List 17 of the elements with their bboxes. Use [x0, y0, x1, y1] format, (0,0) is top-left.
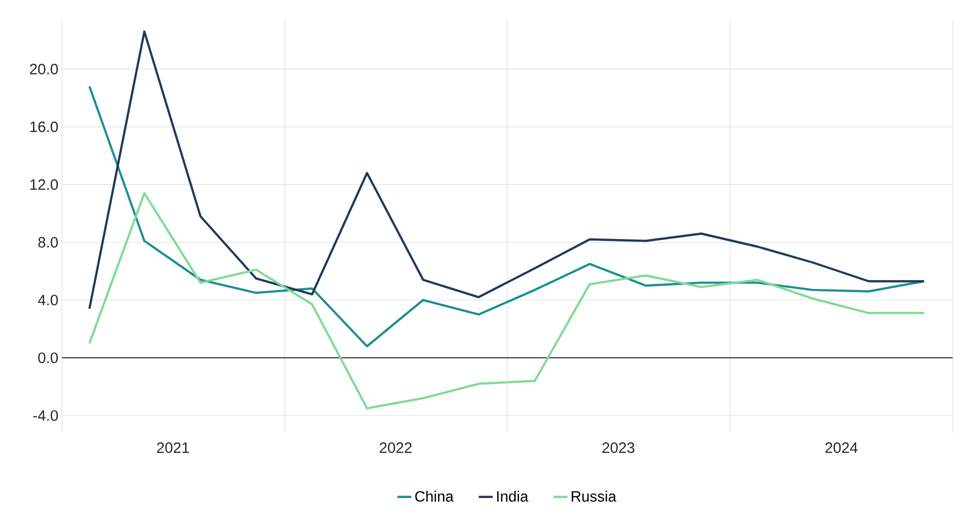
y-tick-label: 4.0 — [38, 294, 58, 306]
y-tick-label: 0.0 — [38, 352, 58, 364]
y-tick-label: 12.0 — [30, 179, 58, 190]
x-tick-label: 2023 — [602, 442, 634, 454]
legend-label: China — [415, 490, 454, 502]
y-tick-label: 16.0 — [30, 122, 58, 132]
y-tick-label: -4.0 — [33, 410, 58, 421]
y-tick-label: 8.0 — [38, 237, 58, 248]
line-series — [88, 85, 926, 348]
x-tick-label: 2021 — [157, 442, 189, 454]
line-series — [88, 192, 926, 410]
x-tick-label: 2022 — [380, 442, 412, 454]
x-tick-label: 2024 — [825, 442, 858, 454]
y-tick-label: 20.0 — [30, 64, 58, 74]
legend-label: Russia — [572, 490, 616, 502]
line-series — [88, 30, 926, 310]
legend-label: India — [497, 490, 528, 502]
